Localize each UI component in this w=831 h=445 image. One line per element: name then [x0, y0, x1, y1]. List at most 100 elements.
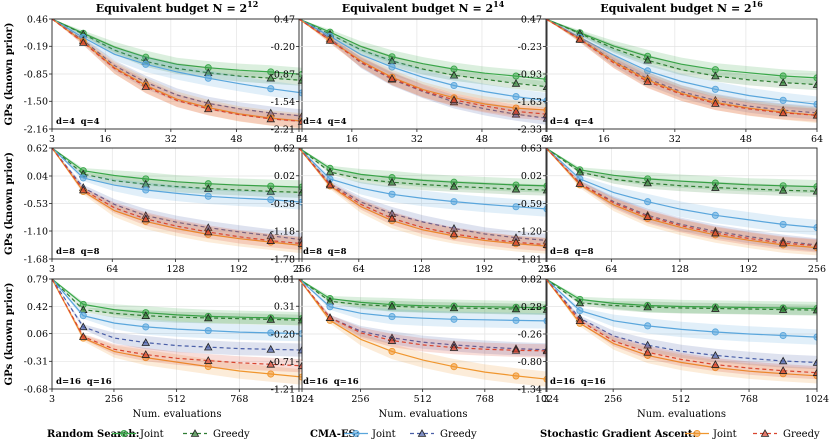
sga_greedy-point — [141, 214, 151, 223]
sga_greedy-line — [299, 19, 547, 115]
sga_joint-line — [52, 148, 302, 247]
x-tick-label: 128 — [166, 264, 184, 275]
y-tick-label: 0.62 — [27, 143, 48, 154]
rs_greedy-point — [449, 70, 459, 79]
rs_greedy-point — [266, 73, 276, 82]
y-tick-label: -0.93 — [518, 69, 542, 80]
sga_greedy-point — [711, 99, 720, 107]
sga_joint-point — [267, 370, 275, 378]
sga_greedy-point — [575, 179, 585, 187]
cma_joint-point — [512, 203, 520, 211]
plot-area — [546, 19, 817, 123]
x-tick-label: 3 — [49, 134, 55, 145]
x-tick-label: 48 — [740, 134, 752, 145]
sga_greedy-point — [511, 106, 521, 115]
sga_greedy-point — [449, 229, 459, 238]
sga_greedy-band — [52, 148, 302, 251]
x-tick-label: 256 — [105, 394, 123, 405]
x-tick-label: 192 — [739, 264, 757, 275]
cma_joint-point — [711, 328, 719, 336]
y-tick-label: 0.42 — [27, 302, 48, 313]
sga_greedy-line — [546, 279, 817, 374]
cma_joint-point — [142, 323, 150, 331]
rs_greedy-point — [711, 304, 720, 312]
sga_greedy-line — [52, 148, 302, 245]
cma_greedy-band — [52, 19, 302, 123]
rs_greedy-point — [297, 315, 302, 324]
y-tick-label: 0.47 — [521, 14, 542, 25]
y-tick-label: 0.02 — [274, 171, 295, 182]
column-title-exponent: 16 — [752, 0, 764, 9]
sga_greedy-point — [325, 35, 335, 44]
rs_greedy-point — [575, 298, 585, 307]
y-tick-label: -1.81 — [518, 254, 542, 265]
rs_greedy-line — [52, 19, 302, 81]
rs_greedy-point — [643, 55, 652, 64]
sga_joint-point — [388, 347, 396, 355]
x-tick-label: 192 — [475, 264, 493, 275]
rs_joint-line — [52, 279, 302, 320]
cma_joint-point — [711, 85, 719, 93]
legend-greedy-label: Greedy — [213, 429, 250, 440]
rs_greedy-point — [141, 311, 151, 319]
x-tick-label: 3 — [296, 264, 302, 275]
y-tick-label: -1.21 — [271, 384, 295, 395]
y-tick-label: -1.18 — [271, 227, 295, 238]
y-axis-label: GPs (known prior) — [4, 152, 15, 255]
legend-group-title: CMA-ES: — [310, 429, 359, 440]
batch-size-label: q=4 — [328, 117, 347, 127]
cma_joint-point — [204, 192, 212, 200]
cma_joint-point — [142, 60, 150, 68]
y-tick-label: -2.33 — [518, 124, 542, 135]
cma_joint-point — [813, 224, 817, 232]
x-tick-label: 64 — [541, 134, 553, 145]
plot-area — [546, 148, 817, 256]
x-tick-label: 1024 — [535, 394, 559, 405]
sga_greedy-point — [325, 180, 335, 189]
column-title-text: Equivalent budget N = 2 — [96, 2, 247, 15]
cma_joint-point — [204, 327, 212, 335]
cma_greedy-point — [78, 322, 88, 331]
rs_greedy-point — [778, 305, 788, 313]
x-tick-label: 3 — [543, 264, 549, 275]
y-tick-label: 0.46 — [27, 14, 48, 25]
cma_joint-point — [388, 313, 396, 321]
sga_greedy-point — [575, 35, 585, 43]
rs_joint-band — [52, 19, 302, 81]
legend-joint-marker — [352, 429, 360, 438]
plot-area — [52, 279, 302, 385]
rs_joint-band — [546, 279, 817, 316]
cma_joint-point — [388, 63, 396, 71]
plot-area — [299, 279, 547, 387]
cma_joint-point — [79, 312, 87, 320]
cma_greedy-point — [297, 111, 302, 120]
y-axis-label: GPs (known prior) — [4, 283, 15, 386]
x-tick-label: 16 — [598, 134, 610, 145]
sga_greedy-point — [812, 241, 817, 250]
x-tick-label: 64 — [106, 264, 118, 275]
rs_greedy-point — [449, 181, 459, 190]
rs_greedy-point — [511, 304, 521, 313]
rs_greedy-point — [812, 305, 817, 314]
sga_greedy-band — [299, 19, 547, 121]
sga_greedy-point — [387, 74, 397, 82]
rs_greedy-point — [297, 187, 302, 196]
sga_greedy-point — [643, 347, 652, 356]
y-tick-label: -1.34 — [518, 384, 542, 395]
rs_greedy-band — [546, 148, 817, 197]
x-tick-label: 64 — [353, 264, 365, 275]
sga_greedy-point — [449, 343, 459, 351]
cma_joint-point — [512, 316, 520, 324]
y-tick-label: -2.21 — [271, 124, 295, 135]
rs_greedy-band — [299, 148, 547, 196]
cma_joint-line — [52, 148, 302, 203]
cma_greedy-band — [299, 148, 547, 248]
x-axis-label: Num. evaluations — [637, 409, 726, 420]
cma_joint-point — [779, 220, 787, 228]
cma_joint-band — [52, 279, 302, 342]
x-tick-label: 64 — [605, 264, 617, 275]
cma_joint-point — [644, 322, 652, 330]
rs_greedy-point — [575, 167, 585, 176]
rs_greedy-line — [546, 279, 817, 311]
y-tick-label: 0.81 — [274, 274, 295, 285]
